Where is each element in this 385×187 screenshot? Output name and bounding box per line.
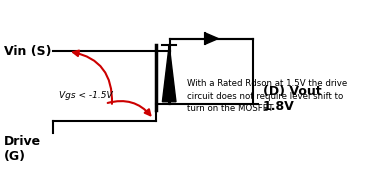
Text: Vgs < -1.5V: Vgs < -1.5V (59, 91, 112, 100)
Polygon shape (162, 45, 176, 102)
Text: With a Rated Rdson at 1.5V the drive
circuit does not require level shift to
tur: With a Rated Rdson at 1.5V the drive cir… (187, 79, 347, 113)
Text: Drive
(G): Drive (G) (4, 135, 41, 163)
Text: (D) Vout
1.8V: (D) Vout 1.8V (263, 85, 321, 113)
Polygon shape (205, 33, 218, 44)
Text: Vin (S): Vin (S) (4, 45, 51, 58)
